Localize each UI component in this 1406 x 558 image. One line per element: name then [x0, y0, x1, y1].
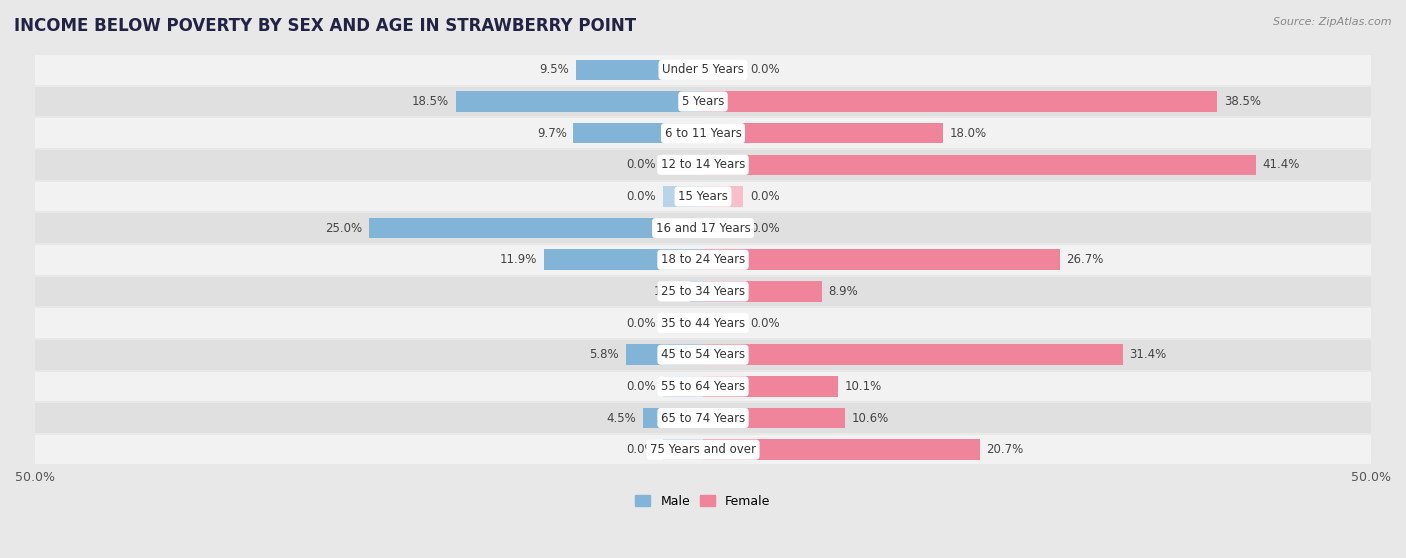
Text: 0.0%: 0.0%: [627, 190, 657, 203]
Text: 0.0%: 0.0%: [627, 316, 657, 330]
Text: 45 to 54 Years: 45 to 54 Years: [661, 348, 745, 361]
Bar: [703, 376, 838, 397]
Bar: [703, 439, 980, 460]
Bar: [662, 376, 703, 397]
Text: 1.0%: 1.0%: [654, 285, 683, 298]
Text: 6 to 11 Years: 6 to 11 Years: [665, 127, 741, 140]
Text: Source: ZipAtlas.com: Source: ZipAtlas.com: [1274, 17, 1392, 27]
Bar: [703, 123, 943, 143]
Bar: [703, 281, 823, 302]
Bar: [35, 212, 1371, 244]
Bar: [689, 281, 703, 302]
Text: 55 to 64 Years: 55 to 64 Years: [661, 380, 745, 393]
Bar: [703, 313, 744, 333]
Text: 0.0%: 0.0%: [749, 316, 779, 330]
Bar: [703, 344, 1122, 365]
Text: 9.7%: 9.7%: [537, 127, 567, 140]
Bar: [368, 218, 703, 238]
Bar: [35, 117, 1371, 149]
Text: 9.5%: 9.5%: [540, 64, 569, 76]
Text: 26.7%: 26.7%: [1066, 253, 1104, 266]
Bar: [456, 92, 703, 112]
Text: 20.7%: 20.7%: [986, 443, 1024, 456]
Text: 5 Years: 5 Years: [682, 95, 724, 108]
Legend: Male, Female: Male, Female: [630, 490, 776, 513]
Text: 25.0%: 25.0%: [325, 222, 363, 234]
Text: 12 to 14 Years: 12 to 14 Years: [661, 158, 745, 171]
Text: 0.0%: 0.0%: [749, 222, 779, 234]
Text: 0.0%: 0.0%: [627, 380, 657, 393]
Text: 5.8%: 5.8%: [589, 348, 619, 361]
Text: 0.0%: 0.0%: [627, 443, 657, 456]
Text: 25 to 34 Years: 25 to 34 Years: [661, 285, 745, 298]
Bar: [35, 339, 1371, 371]
Text: 8.9%: 8.9%: [828, 285, 858, 298]
Text: 0.0%: 0.0%: [749, 64, 779, 76]
Bar: [35, 181, 1371, 212]
Text: INCOME BELOW POVERTY BY SEX AND AGE IN STRAWBERRY POINT: INCOME BELOW POVERTY BY SEX AND AGE IN S…: [14, 17, 636, 35]
Text: 18.5%: 18.5%: [412, 95, 449, 108]
Text: 16 and 17 Years: 16 and 17 Years: [655, 222, 751, 234]
Text: 41.4%: 41.4%: [1263, 158, 1301, 171]
Bar: [662, 186, 703, 207]
Bar: [703, 218, 744, 238]
Text: 0.0%: 0.0%: [627, 158, 657, 171]
Bar: [576, 60, 703, 80]
Bar: [703, 92, 1218, 112]
Text: 38.5%: 38.5%: [1225, 95, 1261, 108]
Text: Under 5 Years: Under 5 Years: [662, 64, 744, 76]
Bar: [703, 186, 744, 207]
Bar: [544, 249, 703, 270]
Bar: [35, 276, 1371, 307]
Bar: [703, 155, 1256, 175]
Text: 10.6%: 10.6%: [851, 411, 889, 425]
Bar: [35, 307, 1371, 339]
Bar: [643, 408, 703, 429]
Text: 10.1%: 10.1%: [845, 380, 882, 393]
Text: 15 Years: 15 Years: [678, 190, 728, 203]
Text: 65 to 74 Years: 65 to 74 Years: [661, 411, 745, 425]
Bar: [626, 344, 703, 365]
Bar: [35, 402, 1371, 434]
Text: 31.4%: 31.4%: [1129, 348, 1167, 361]
Bar: [35, 244, 1371, 276]
Bar: [703, 408, 845, 429]
Bar: [662, 155, 703, 175]
Bar: [703, 60, 744, 80]
Text: 4.5%: 4.5%: [606, 411, 636, 425]
Bar: [35, 86, 1371, 117]
Bar: [662, 439, 703, 460]
Bar: [662, 313, 703, 333]
Bar: [35, 371, 1371, 402]
Bar: [35, 434, 1371, 465]
Bar: [703, 249, 1060, 270]
Bar: [574, 123, 703, 143]
Bar: [35, 149, 1371, 181]
Text: 11.9%: 11.9%: [501, 253, 537, 266]
Text: 75 Years and over: 75 Years and over: [650, 443, 756, 456]
Bar: [35, 54, 1371, 86]
Text: 18 to 24 Years: 18 to 24 Years: [661, 253, 745, 266]
Text: 0.0%: 0.0%: [749, 190, 779, 203]
Text: 18.0%: 18.0%: [950, 127, 987, 140]
Text: 35 to 44 Years: 35 to 44 Years: [661, 316, 745, 330]
